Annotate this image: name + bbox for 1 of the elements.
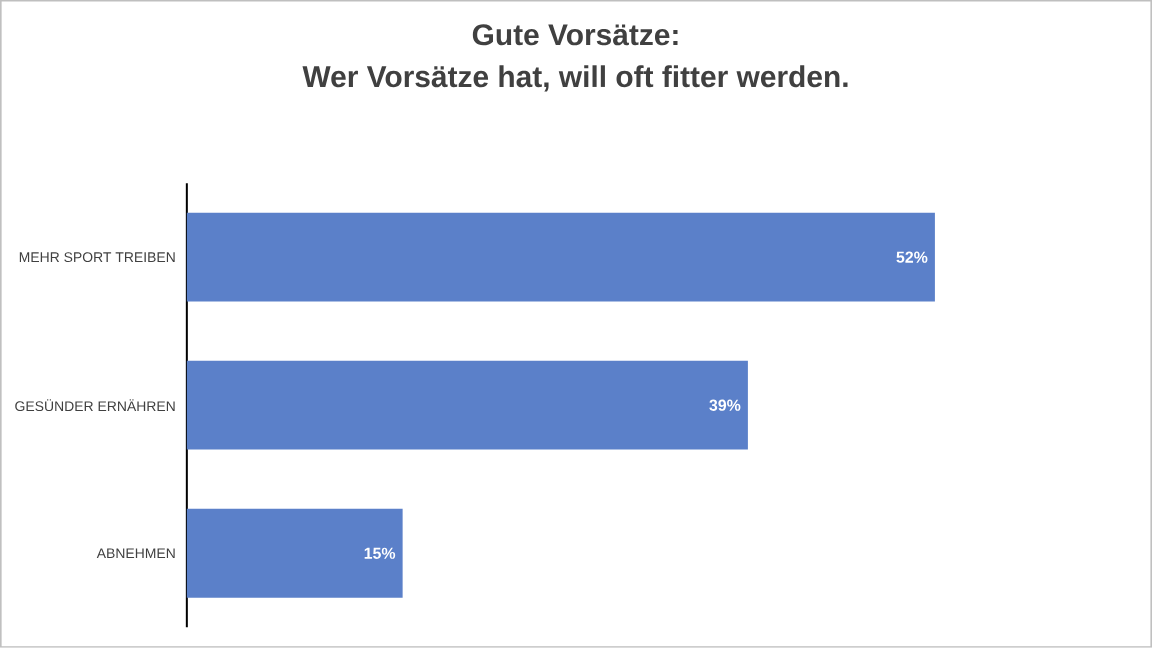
- chart-title: Gute Vorsätze: Wer Vorsätze hat, will oft fitter werden.: [302, 24, 848, 92]
